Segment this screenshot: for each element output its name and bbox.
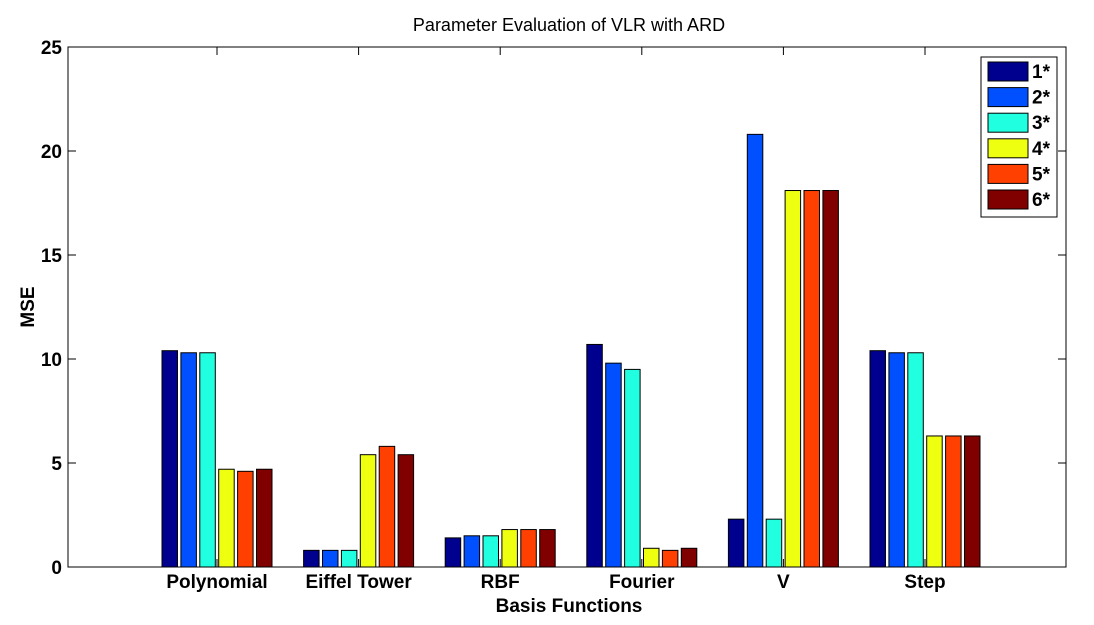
y-tick-label: 0 bbox=[51, 558, 62, 579]
x-tick-label: Eiffel Tower bbox=[305, 572, 412, 593]
legend-swatch bbox=[987, 138, 1029, 159]
legend-label: 3* bbox=[1032, 113, 1051, 134]
bar bbox=[482, 535, 499, 568]
bar bbox=[463, 535, 481, 568]
bar bbox=[520, 529, 537, 568]
bar bbox=[586, 343, 603, 568]
bar bbox=[303, 549, 320, 568]
x-tick-label: RBF bbox=[481, 572, 520, 593]
y-axis-ticks: 0 5 10 15 20 25 bbox=[41, 38, 1066, 579]
bar bbox=[643, 547, 660, 568]
x-axis-ticks: Polynomial Eiffel Tower RBF Fourier V Step bbox=[166, 47, 946, 593]
x-tick-label: Step bbox=[904, 572, 945, 593]
bar bbox=[746, 133, 764, 568]
bar bbox=[765, 518, 783, 568]
y-tick-label: 5 bbox=[51, 454, 62, 475]
bar bbox=[161, 350, 178, 568]
bar bbox=[359, 454, 377, 568]
y-tick-label: 20 bbox=[41, 142, 62, 163]
bar bbox=[907, 352, 924, 568]
legend-label: 1* bbox=[1032, 62, 1051, 83]
bar bbox=[180, 352, 197, 568]
bar bbox=[727, 518, 745, 568]
bar bbox=[322, 549, 339, 568]
bar bbox=[605, 362, 622, 568]
bar bbox=[803, 190, 820, 568]
bar bbox=[340, 549, 358, 568]
bar bbox=[661, 549, 679, 568]
legend-swatch bbox=[987, 61, 1029, 82]
bar bbox=[444, 537, 462, 568]
bars bbox=[161, 133, 981, 568]
y-axis-label: MSE bbox=[18, 286, 39, 327]
bar bbox=[501, 529, 518, 568]
legend: 1* 2* 3* 4* 5* 6* bbox=[980, 56, 1058, 218]
y-tick-label: 25 bbox=[41, 38, 63, 59]
x-tick-label: V bbox=[777, 572, 790, 593]
bar bbox=[964, 435, 981, 568]
x-tick-label: Polynomial bbox=[166, 572, 267, 593]
y-tick-label: 10 bbox=[41, 350, 62, 371]
bar bbox=[926, 435, 943, 568]
bar bbox=[199, 352, 216, 568]
legend-label: 4* bbox=[1032, 139, 1051, 160]
bar bbox=[397, 454, 415, 568]
legend-label: 6* bbox=[1032, 190, 1051, 211]
bar bbox=[624, 368, 641, 568]
bar bbox=[680, 547, 698, 568]
legend-label: 2* bbox=[1032, 88, 1051, 109]
bar bbox=[378, 445, 396, 568]
legend-swatch bbox=[987, 112, 1029, 133]
bar bbox=[237, 470, 254, 568]
legend-swatch bbox=[987, 163, 1029, 184]
bar bbox=[822, 190, 839, 568]
x-tick-label: Fourier bbox=[609, 572, 675, 593]
bar bbox=[256, 468, 273, 568]
legend-swatch bbox=[987, 87, 1029, 108]
bar bbox=[945, 435, 962, 568]
legend-label: 5* bbox=[1032, 164, 1051, 185]
x-axis-label: Basis Functions bbox=[496, 596, 643, 617]
legend-swatch bbox=[987, 189, 1029, 210]
bar bbox=[888, 352, 905, 568]
y-tick-label: 15 bbox=[41, 246, 63, 267]
chart-title: Parameter Evaluation of VLR with ARD bbox=[413, 15, 725, 35]
bar bbox=[784, 190, 802, 568]
bar bbox=[218, 468, 235, 568]
bar bbox=[869, 350, 886, 568]
bar bbox=[539, 529, 556, 568]
